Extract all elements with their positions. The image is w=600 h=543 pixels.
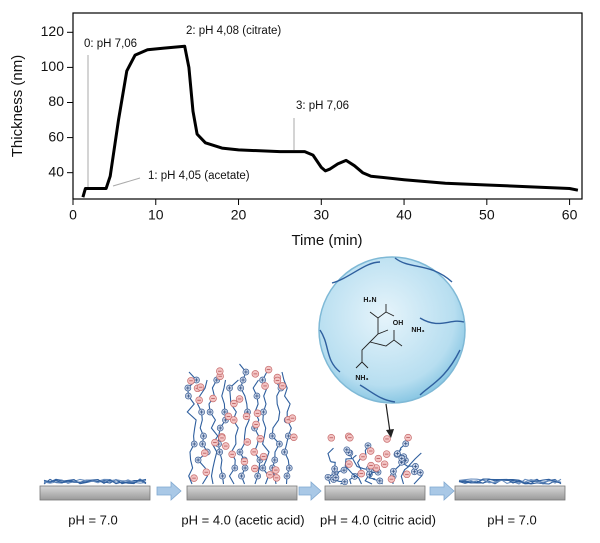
substrate bbox=[39, 485, 151, 501]
chain bbox=[352, 454, 373, 485]
substrate bbox=[324, 485, 426, 501]
y-tick-label: 120 bbox=[41, 23, 65, 39]
x-tick-label: 10 bbox=[148, 207, 164, 223]
annotation: 0: pH 7,06 bbox=[84, 38, 137, 50]
chain bbox=[458, 478, 562, 484]
x-tick-label: 60 bbox=[562, 207, 578, 223]
annotation: 2: pH 4,08 (citrate) bbox=[186, 25, 281, 37]
step-arrows bbox=[156, 481, 455, 501]
y-tick-label: 40 bbox=[48, 163, 64, 179]
x-tick-label: 30 bbox=[314, 207, 330, 223]
structure bbox=[355, 304, 403, 369]
stage-label: pH = 7.0 bbox=[68, 512, 118, 527]
chain bbox=[217, 379, 227, 485]
annotation: 1: pH 4,05 (acetate) bbox=[148, 170, 250, 182]
chain bbox=[349, 445, 369, 485]
substrate bbox=[454, 485, 566, 501]
y-tick-label: 60 bbox=[48, 128, 64, 144]
plot-frame bbox=[72, 12, 583, 200]
chem-label: H₂N bbox=[363, 297, 376, 304]
substrate bbox=[186, 485, 298, 501]
stage-label: pH = 4.0 (citric acid) bbox=[320, 512, 436, 527]
chain bbox=[43, 478, 147, 485]
x-tick-label: 0 bbox=[69, 207, 77, 223]
x-tick-label: 20 bbox=[231, 207, 247, 223]
x-tick-label: 40 bbox=[396, 207, 412, 223]
y-tick-label: 80 bbox=[48, 93, 64, 109]
zoom-chains bbox=[319, 257, 465, 403]
chem-label: NH₃ bbox=[411, 327, 424, 334]
pointer bbox=[112, 177, 141, 187]
y-tick-label: 100 bbox=[41, 58, 65, 74]
chem-label: NH₃ bbox=[355, 375, 368, 382]
annotation: 3: pH 7,06 bbox=[296, 100, 349, 112]
zoom-arrowhead bbox=[386, 429, 394, 438]
stage-label: pH = 4.0 (acetic acid) bbox=[181, 512, 304, 527]
chem-label: OH bbox=[393, 320, 404, 327]
schematic bbox=[39, 363, 566, 501]
data-line bbox=[81, 44, 579, 198]
x-axis-title: Time (min) bbox=[291, 232, 362, 249]
y-axis-title: Thickness (nm) bbox=[9, 55, 26, 158]
chain bbox=[197, 379, 208, 485]
stage-label: pH = 7.0 bbox=[487, 512, 537, 527]
x-tick-label: 50 bbox=[479, 207, 495, 223]
zoom-arrow bbox=[385, 403, 391, 433]
zoom-bubble bbox=[318, 256, 466, 404]
